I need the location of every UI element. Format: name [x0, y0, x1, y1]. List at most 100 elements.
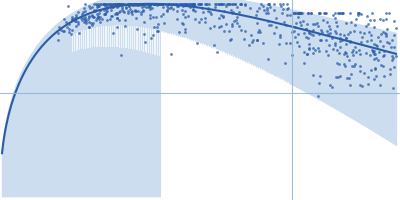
Point [378, 33, 385, 36]
Point [151, 2, 158, 5]
Point [283, 14, 290, 17]
Point [189, 2, 195, 5]
Point [295, 33, 301, 36]
Point [388, 58, 395, 61]
Point [175, 4, 181, 7]
Point [204, 9, 211, 12]
Point [145, 6, 152, 9]
Point [391, 45, 398, 48]
Point [66, 23, 72, 26]
Point [83, 19, 89, 23]
Point [147, 7, 153, 10]
Point [230, 11, 236, 14]
Point [300, 19, 306, 23]
Point [126, 2, 133, 5]
Point [336, 62, 342, 65]
Point [115, 2, 121, 5]
Point [156, 2, 162, 5]
Point [371, 25, 378, 29]
Point [346, 12, 353, 15]
Point [283, 2, 290, 5]
Point [260, 4, 266, 7]
Point [289, 54, 295, 57]
Point [317, 12, 323, 15]
Point [103, 7, 109, 10]
Point [220, 14, 226, 17]
Point [64, 26, 70, 29]
Point [149, 15, 156, 18]
Point [186, 2, 192, 5]
Point [292, 25, 298, 29]
Point [108, 3, 115, 6]
Point [186, 2, 193, 5]
Point [317, 38, 324, 41]
Point [174, 17, 180, 20]
Point [82, 18, 88, 21]
Point [159, 2, 165, 5]
Point [168, 53, 174, 56]
Point [255, 30, 262, 33]
Point [236, 2, 243, 5]
Point [90, 15, 96, 18]
Point [277, 5, 284, 8]
Point [315, 24, 321, 27]
Point [316, 12, 322, 15]
Point [112, 12, 118, 15]
Point [172, 2, 179, 5]
Point [86, 6, 93, 9]
Point [166, 2, 172, 5]
Point [174, 5, 180, 8]
Point [332, 43, 339, 46]
Point [164, 4, 170, 8]
Point [358, 13, 365, 16]
Point [347, 39, 354, 42]
Point [282, 61, 288, 64]
Point [103, 2, 110, 5]
Point [355, 12, 361, 15]
Point [314, 94, 321, 97]
Point [114, 11, 121, 14]
Point [158, 2, 165, 5]
Point [341, 34, 347, 37]
Point [349, 64, 355, 67]
Point [154, 2, 160, 5]
Point [117, 2, 123, 5]
Point [271, 8, 277, 11]
Point [68, 33, 75, 36]
Point [279, 11, 285, 14]
Point [350, 48, 356, 52]
Point [384, 40, 390, 43]
Point [261, 9, 267, 12]
Point [107, 17, 114, 21]
Point [113, 2, 120, 5]
Point [108, 14, 114, 17]
Point [131, 2, 137, 5]
Point [78, 17, 84, 20]
Point [116, 2, 123, 5]
Point [216, 26, 222, 29]
Point [356, 48, 362, 51]
Point [190, 2, 197, 5]
Point [196, 21, 203, 24]
Point [106, 4, 113, 7]
Point [325, 32, 332, 36]
Point [140, 3, 146, 6]
Point [292, 12, 299, 15]
Point [100, 2, 107, 5]
Point [301, 51, 308, 54]
Point [327, 31, 334, 34]
Point [207, 26, 213, 30]
Point [329, 85, 335, 89]
Point [76, 32, 82, 35]
Point [94, 5, 100, 8]
Point [221, 30, 227, 33]
Point [254, 9, 261, 13]
Point [148, 2, 154, 5]
Point [365, 30, 372, 33]
Point [361, 71, 368, 75]
Point [334, 12, 341, 15]
Point [370, 49, 377, 53]
Point [336, 37, 343, 40]
Point [116, 10, 122, 13]
Point [330, 47, 336, 50]
